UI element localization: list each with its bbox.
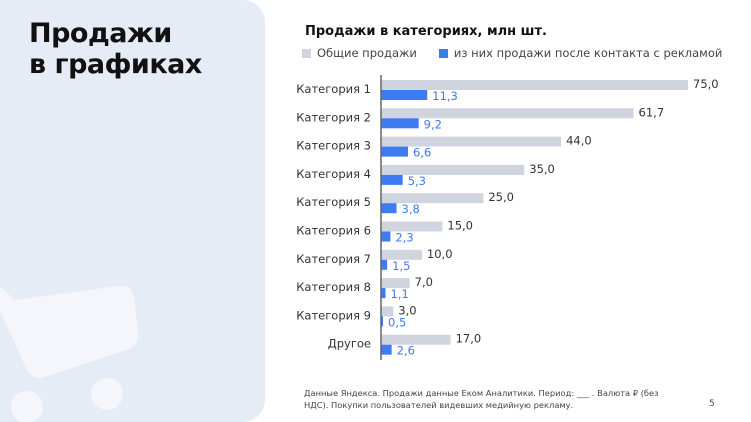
category-label: Другое <box>328 337 371 351</box>
legend-item-total: Общие продажи <box>302 46 417 60</box>
bar-total <box>381 108 634 119</box>
bar-ad <box>381 90 428 100</box>
left-panel: Продажи в графиках <box>0 0 265 422</box>
chart-legend: Общие продажи из них продажи после конта… <box>302 46 722 60</box>
bar-ad <box>381 231 391 242</box>
legend-label-ad: из них продажи после контакта с рекламой <box>453 46 723 60</box>
category-label: Категория 2 <box>296 110 371 124</box>
legend-label-total: Общие продажи <box>317 46 417 60</box>
bar-total <box>381 136 562 147</box>
data-label-ad: 0,5 <box>388 315 406 329</box>
category-label: Категория 7 <box>296 252 371 266</box>
page-number: 5 <box>709 399 715 409</box>
bar-total <box>381 249 422 260</box>
legend-swatch-total <box>302 48 311 58</box>
title-line-1: Продажи <box>29 18 172 49</box>
data-label-ad: 11,3 <box>432 89 458 103</box>
data-label-total: 61,7 <box>639 105 665 119</box>
footnote: Данные Яндекса. Продажи данные Еком Анал… <box>304 388 659 410</box>
data-label-ad: 1,5 <box>392 259 410 273</box>
chart-title: Продажи в категориях, млн шт. <box>305 24 547 39</box>
bar-total <box>381 221 443 232</box>
category-label: Категория 8 <box>296 280 371 294</box>
data-label-total: 25,0 <box>488 190 514 204</box>
title-line-2: в графиках <box>29 49 202 80</box>
data-label-total: 35,0 <box>529 162 555 176</box>
bar-total <box>381 80 688 90</box>
bar-total <box>381 193 484 204</box>
bar-ad <box>381 344 392 355</box>
bar-total <box>381 306 394 317</box>
shopping-cart-icon <box>0 285 139 422</box>
data-label-total: 44,0 <box>566 134 592 148</box>
data-label-ad: 3,8 <box>402 202 420 216</box>
bar-total <box>381 278 410 289</box>
data-label-total: 7,0 <box>415 275 433 289</box>
data-label-total: 3,0 <box>398 303 416 317</box>
legend-item-ad: из них продажи после контакта с рекламой <box>438 46 723 60</box>
bar-ad <box>381 146 409 157</box>
category-label: Категория 3 <box>296 139 371 153</box>
category-label: Категория 4 <box>296 167 371 181</box>
bar-ad <box>381 174 403 185</box>
bar-ad <box>381 118 419 129</box>
data-label-ad: 6,6 <box>413 146 431 160</box>
category-label: Категория 1 <box>296 82 371 96</box>
data-label-ad: 9,2 <box>424 117 442 131</box>
data-label-total: 17,0 <box>456 332 482 346</box>
category-label: Категория 6 <box>296 224 371 238</box>
data-label-ad: 1,1 <box>391 287 409 301</box>
bar-ad <box>381 288 386 299</box>
data-label-ad: 2,3 <box>395 231 413 245</box>
bar-ad <box>381 259 388 270</box>
data-label-ad: 2,6 <box>397 344 415 358</box>
data-label-ad: 5,3 <box>408 174 426 188</box>
data-label-total: 10,0 <box>427 247 453 261</box>
category-label: Категория 5 <box>296 195 371 209</box>
data-label-total: 15,0 <box>447 219 473 233</box>
category-label: Категория 9 <box>296 308 371 322</box>
legend-swatch-ad <box>438 48 448 58</box>
slide-title: Продажи в графиках <box>29 18 202 80</box>
bar-total <box>381 334 451 345</box>
bar-ad <box>381 203 397 214</box>
bar-ad <box>381 316 384 327</box>
data-label-total: 75,0 <box>693 77 719 91</box>
bar-total <box>381 164 525 175</box>
